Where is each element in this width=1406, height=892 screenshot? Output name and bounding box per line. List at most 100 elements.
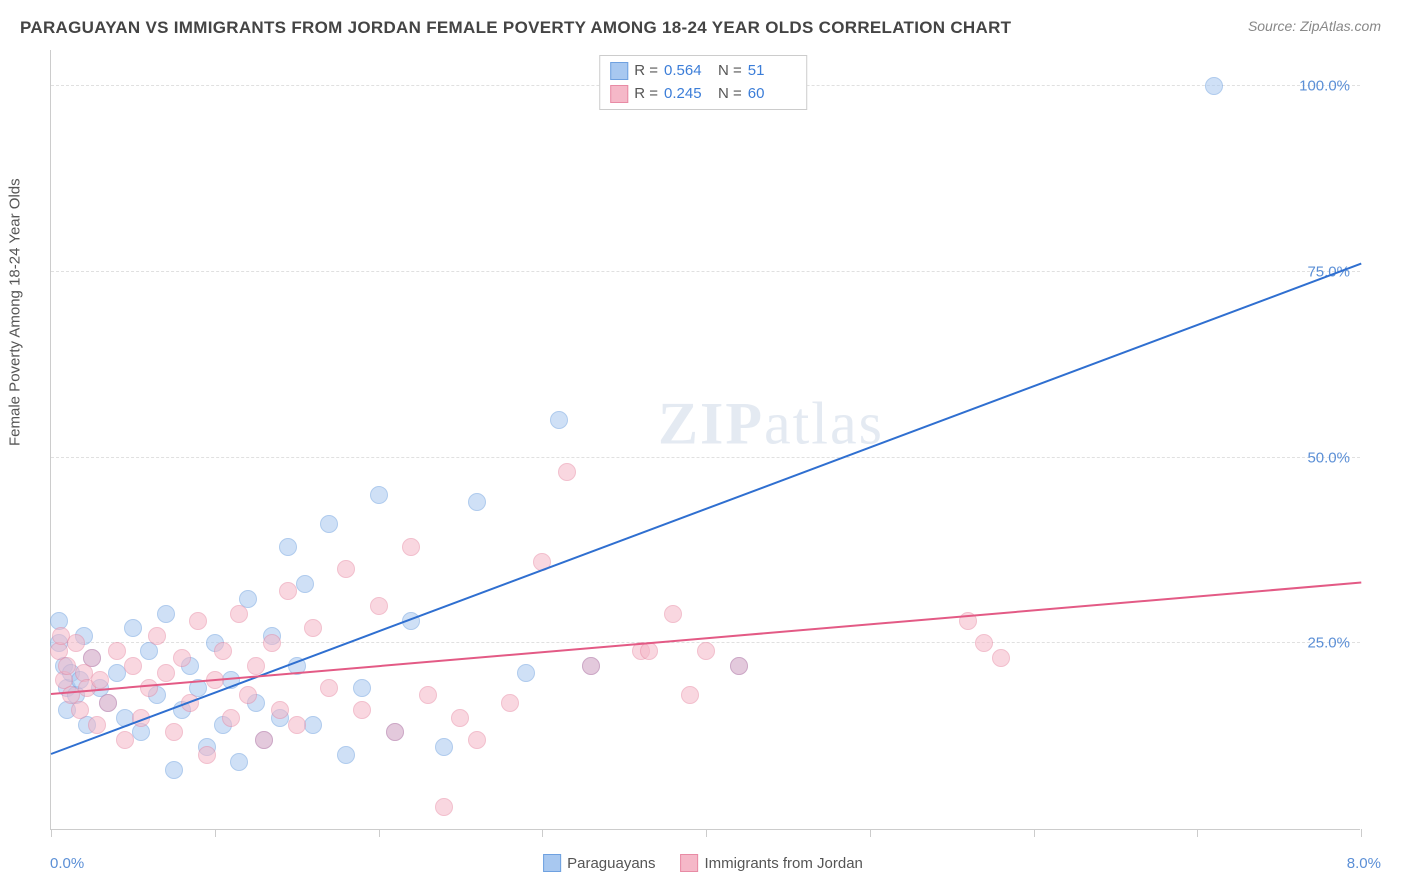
scatter-point <box>124 657 142 675</box>
scatter-point <box>558 463 576 481</box>
r-label: R = <box>634 60 658 83</box>
scatter-point <box>88 716 106 734</box>
scatter-point <box>214 642 232 660</box>
grid-line <box>51 271 1360 272</box>
stats-row-0: R = 0.564 N = 51 <box>610 60 796 83</box>
scatter-point <box>222 709 240 727</box>
scatter-point <box>468 493 486 511</box>
legend-item-0: Paraguayans <box>543 854 655 872</box>
scatter-point <box>108 642 126 660</box>
watermark-atlas: atlas <box>764 390 884 456</box>
scatter-point <box>67 634 85 652</box>
chart-title: PARAGUAYAN VS IMMIGRANTS FROM JORDAN FEM… <box>20 18 1011 38</box>
scatter-point <box>501 694 519 712</box>
scatter-point <box>108 664 126 682</box>
scatter-point <box>230 753 248 771</box>
scatter-point <box>975 634 993 652</box>
r-value-1: 0.245 <box>664 83 712 106</box>
n-value-1: 60 <box>748 83 796 106</box>
scatter-point <box>157 605 175 623</box>
scatter-point <box>140 679 158 697</box>
legend-item-1: Immigrants from Jordan <box>681 854 863 872</box>
scatter-point <box>165 761 183 779</box>
scatter-point <box>71 701 89 719</box>
scatter-point <box>320 515 338 533</box>
r-label: R = <box>634 83 658 106</box>
regression-line <box>51 262 1362 754</box>
scatter-point <box>435 798 453 816</box>
chart-container: PARAGUAYAN VS IMMIGRANTS FROM JORDAN FEM… <box>0 0 1406 892</box>
scatter-point <box>1205 77 1223 95</box>
scatter-point <box>198 746 216 764</box>
scatter-point <box>99 694 117 712</box>
x-tick-min: 0.0% <box>50 855 84 872</box>
scatter-point <box>370 486 388 504</box>
scatter-point <box>124 619 142 637</box>
scatter-point <box>402 538 420 556</box>
scatter-point <box>288 716 306 734</box>
n-value-0: 51 <box>748 60 796 83</box>
source-label: Source: ZipAtlas.com <box>1248 18 1381 34</box>
scatter-point <box>681 686 699 704</box>
y-tick-label: 25.0% <box>1307 635 1350 652</box>
scatter-point <box>304 619 322 637</box>
legend-swatch-icon <box>543 854 561 872</box>
scatter-point <box>353 679 371 697</box>
scatter-point <box>697 642 715 660</box>
scatter-point <box>337 746 355 764</box>
scatter-point <box>664 605 682 623</box>
scatter-point <box>386 723 404 741</box>
scatter-point <box>279 538 297 556</box>
x-tick <box>379 829 380 837</box>
scatter-point <box>91 671 109 689</box>
scatter-point <box>419 686 437 704</box>
n-label: N = <box>718 83 742 106</box>
x-tick <box>1197 829 1198 837</box>
scatter-point <box>271 701 289 719</box>
stats-row-1: R = 0.245 N = 60 <box>610 83 796 106</box>
scatter-point <box>83 649 101 667</box>
scatter-point <box>255 731 273 749</box>
scatter-point <box>992 649 1010 667</box>
scatter-point <box>279 582 297 600</box>
scatter-point <box>435 738 453 756</box>
x-tick-max: 8.0% <box>1347 855 1381 872</box>
legend-swatch-1 <box>610 85 628 103</box>
scatter-point <box>165 723 183 741</box>
x-tick <box>706 829 707 837</box>
stats-legend: R = 0.564 N = 51 R = 0.245 N = 60 <box>599 55 807 110</box>
legend-label-1: Immigrants from Jordan <box>705 855 863 872</box>
n-label: N = <box>718 60 742 83</box>
scatter-point <box>247 657 265 675</box>
x-tick <box>542 829 543 837</box>
scatter-point <box>189 612 207 630</box>
legend-swatch-icon <box>681 854 699 872</box>
scatter-point <box>296 575 314 593</box>
scatter-point <box>337 560 355 578</box>
y-tick-label: 100.0% <box>1299 78 1350 95</box>
scatter-point <box>239 686 257 704</box>
scatter-point <box>730 657 748 675</box>
x-tick <box>1034 829 1035 837</box>
scatter-point <box>263 634 281 652</box>
scatter-point <box>157 664 175 682</box>
scatter-point <box>304 716 322 734</box>
scatter-point <box>370 597 388 615</box>
legend-swatch-0 <box>610 62 628 80</box>
scatter-point <box>353 701 371 719</box>
watermark: ZIPatlas <box>658 389 884 458</box>
watermark-zip: ZIP <box>658 390 764 456</box>
r-value-0: 0.564 <box>664 60 712 83</box>
legend-label-0: Paraguayans <box>567 855 655 872</box>
scatter-point <box>58 657 76 675</box>
x-tick <box>51 829 52 837</box>
scatter-point <box>173 649 191 667</box>
grid-line <box>51 457 1360 458</box>
scatter-point <box>148 627 166 645</box>
scatter-point <box>230 605 248 623</box>
bottom-legend: Paraguayans Immigrants from Jordan <box>543 854 863 872</box>
y-tick-label: 75.0% <box>1307 263 1350 280</box>
scatter-point <box>116 731 134 749</box>
scatter-point <box>517 664 535 682</box>
x-tick <box>215 829 216 837</box>
